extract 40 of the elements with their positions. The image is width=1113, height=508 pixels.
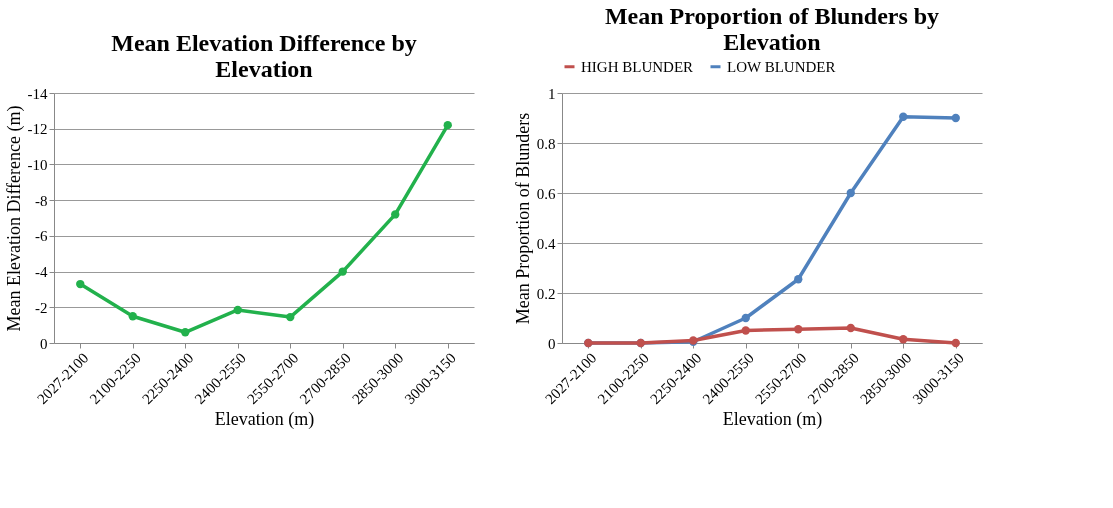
legend-label: HIGH BLUNDER: [581, 58, 694, 75]
legend-label: LOW BLUNDER: [727, 58, 836, 75]
point: [899, 112, 908, 121]
point: [741, 313, 750, 323]
chart-title: Mean Proportion of Blunders by Elevation: [604, 3, 940, 55]
point: [233, 305, 242, 315]
point: [899, 335, 908, 344]
point: [128, 312, 137, 321]
y-tick-label: 0.8: [536, 135, 556, 152]
y-axis-title: Mean Proportion of Blunders: [512, 112, 533, 325]
point: [338, 267, 347, 276]
y-tick-label: 0: [40, 335, 48, 352]
y-tick-label: -2: [35, 299, 48, 316]
y-tick-label: -14: [27, 85, 48, 102]
point: [286, 312, 295, 322]
point: [741, 326, 750, 335]
point: [181, 328, 190, 337]
y-tick-label: 1: [548, 85, 556, 102]
point: [76, 279, 85, 289]
y-tick-label: -12: [27, 121, 48, 138]
point: [794, 275, 803, 284]
y-tick-label: 0: [548, 335, 556, 352]
point: [951, 338, 960, 348]
point: [443, 120, 452, 130]
x-axis-title: Elevation (m): [722, 409, 823, 431]
y-tick-label: -6: [35, 228, 48, 245]
point: [846, 188, 855, 198]
y-tick-label: 0.2: [536, 285, 556, 302]
y-tick-label: -8: [35, 192, 48, 209]
y-tick-label: -10: [27, 156, 48, 173]
chart-title: Mean Elevation Difference by Elevation: [111, 30, 417, 82]
y-axis-title: Mean Elevation Difference (m): [3, 105, 25, 332]
point: [951, 113, 960, 123]
y-tick-label: 0.4: [536, 235, 556, 252]
y-tick-label: 0.6: [536, 185, 556, 202]
y-tick-label: -4: [35, 264, 48, 281]
point: [794, 325, 803, 334]
point: [391, 210, 400, 219]
point: [846, 323, 855, 333]
x-axis-title: Elevation (m): [214, 409, 315, 431]
